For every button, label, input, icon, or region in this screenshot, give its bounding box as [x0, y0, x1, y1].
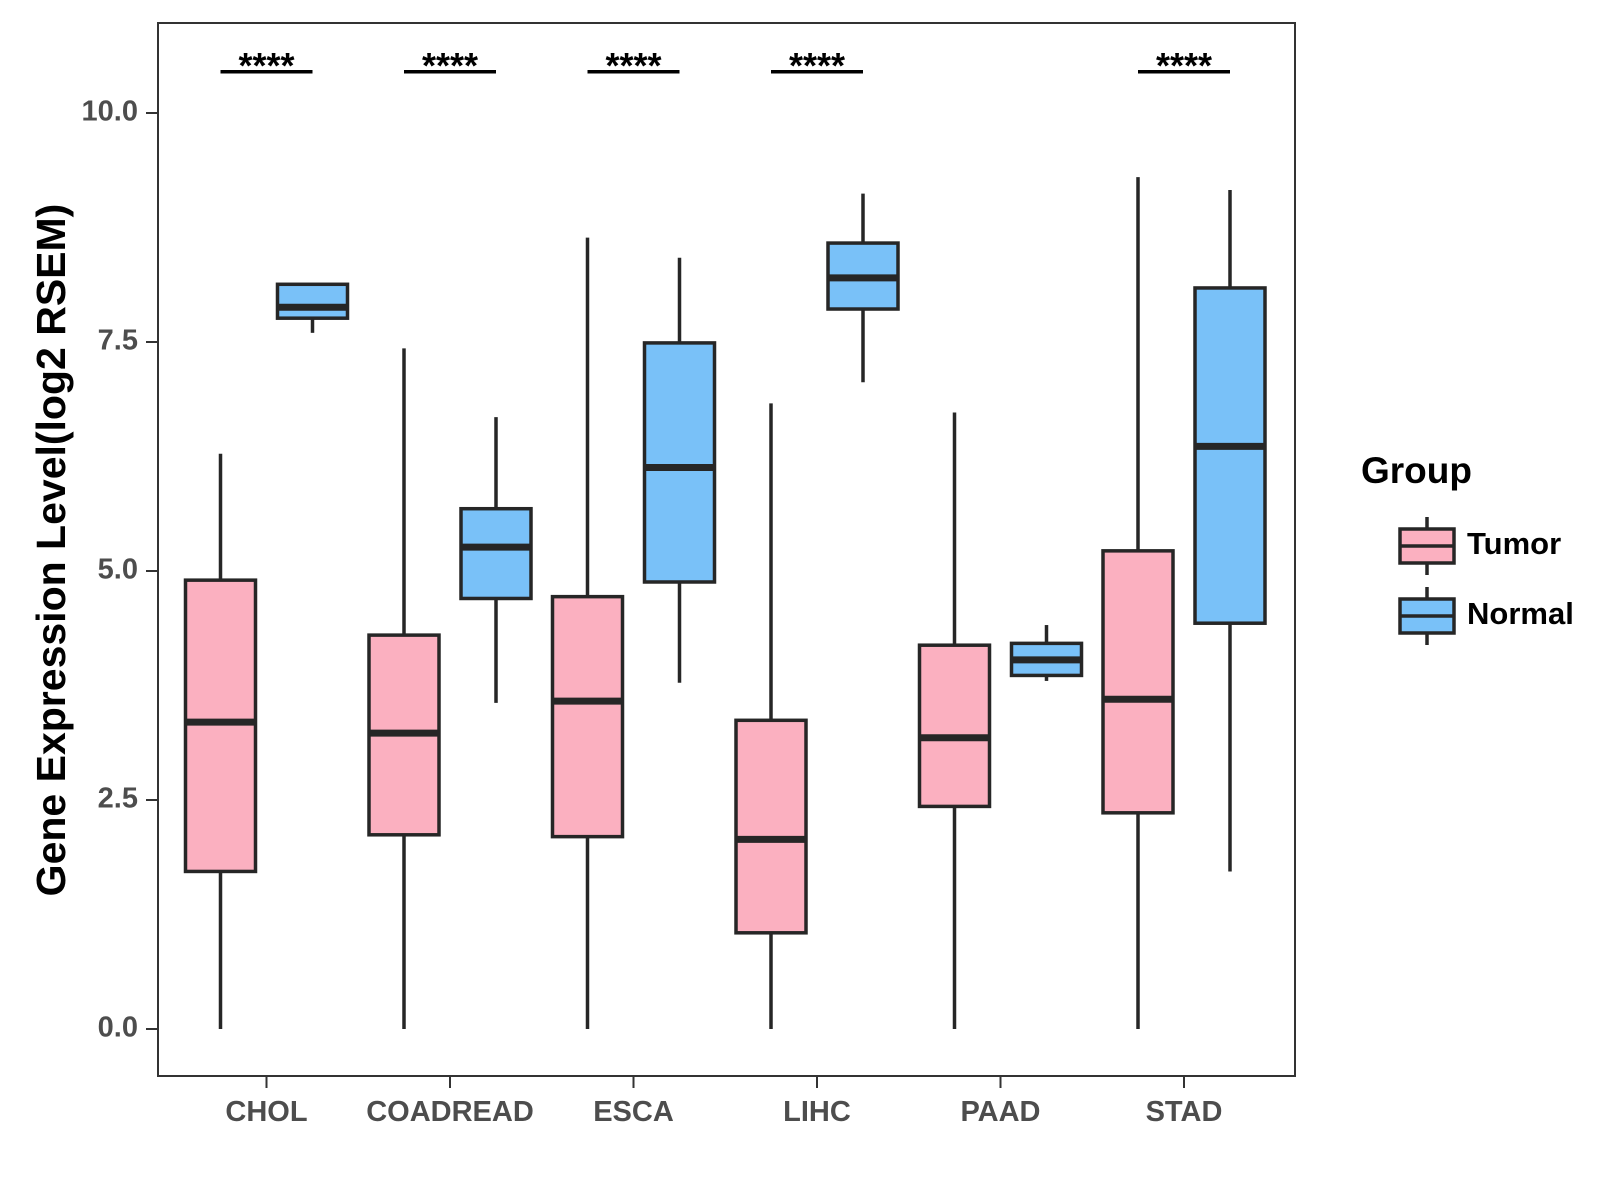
box-iqr	[1101, 549, 1175, 815]
normal-box-coadread	[459, 417, 533, 703]
significance-chol: ****	[220, 45, 313, 86]
tumor-box-lihc	[734, 403, 808, 1029]
series-tumor	[183, 177, 1175, 1029]
y-tick-label: 7.5	[98, 325, 138, 357]
box-iqr	[183, 578, 258, 874]
legend-label: Tumor	[1467, 526, 1561, 561]
box-series-group	[183, 177, 1267, 1029]
tumor-box-coadread	[367, 348, 441, 1029]
tumor-box-esca	[550, 237, 625, 1029]
box-iqr	[275, 282, 350, 320]
y-axis: 0.0 2.5 5.0 7.5 10.0	[82, 96, 158, 1044]
tumor-box-paad	[917, 412, 992, 1029]
tumor-box-stad	[1101, 177, 1175, 1029]
significance-label: ****	[238, 45, 294, 86]
legend: Group Tumor Normal	[1361, 450, 1574, 645]
y-tick-label: 5.0	[98, 554, 138, 586]
box-iqr	[550, 594, 625, 839]
significance-lihc: ****	[771, 45, 863, 86]
y-axis-title: Gene Expression Level(log2 RSEM)	[28, 204, 74, 897]
normal-box-paad	[1009, 625, 1084, 681]
x-axis: CHOL COADREAD ESCA LIHC PAAD STAD	[225, 1076, 1222, 1128]
x-tick-label: LIHC	[783, 1096, 851, 1128]
legend-label: Normal	[1467, 596, 1574, 631]
y-tick-label: 0.0	[98, 1012, 138, 1044]
legend-entry-tumor: Tumor	[1398, 517, 1561, 575]
x-tick-label: COADREAD	[366, 1096, 534, 1128]
x-tick-label: ESCA	[593, 1096, 674, 1128]
x-tick-label: STAD	[1146, 1096, 1223, 1128]
significance-label: ****	[1156, 45, 1212, 86]
x-tick-label: PAAD	[960, 1096, 1040, 1128]
normal-box-chol	[275, 282, 350, 333]
significance-esca: ****	[587, 45, 680, 86]
box-iqr	[642, 341, 717, 584]
normal-box-lihc	[826, 193, 900, 383]
y-tick-label: 2.5	[98, 783, 138, 815]
normal-box-stad	[1193, 189, 1267, 872]
significance-label: ****	[605, 45, 661, 86]
significance-coadread: ****	[404, 45, 496, 86]
legend-title: Group	[1361, 450, 1472, 491]
box-iqr	[1193, 286, 1267, 625]
legend-entry-normal: Normal	[1398, 587, 1574, 645]
tumor-box-chol	[183, 453, 258, 1029]
normal-box-esca	[642, 257, 717, 683]
significance-group: **** **** **** **** ****	[220, 45, 1230, 86]
series-normal	[275, 189, 1267, 872]
significance-label: ****	[789, 45, 845, 86]
plot-border	[157, 22, 1296, 1077]
box-iqr	[734, 718, 808, 935]
x-tick-label: CHOL	[225, 1096, 307, 1128]
y-tick-label: 10.0	[82, 96, 138, 128]
significance-label: ****	[422, 45, 478, 86]
significance-stad: ****	[1138, 45, 1230, 86]
box-iqr	[917, 643, 992, 809]
box-iqr	[459, 506, 533, 601]
